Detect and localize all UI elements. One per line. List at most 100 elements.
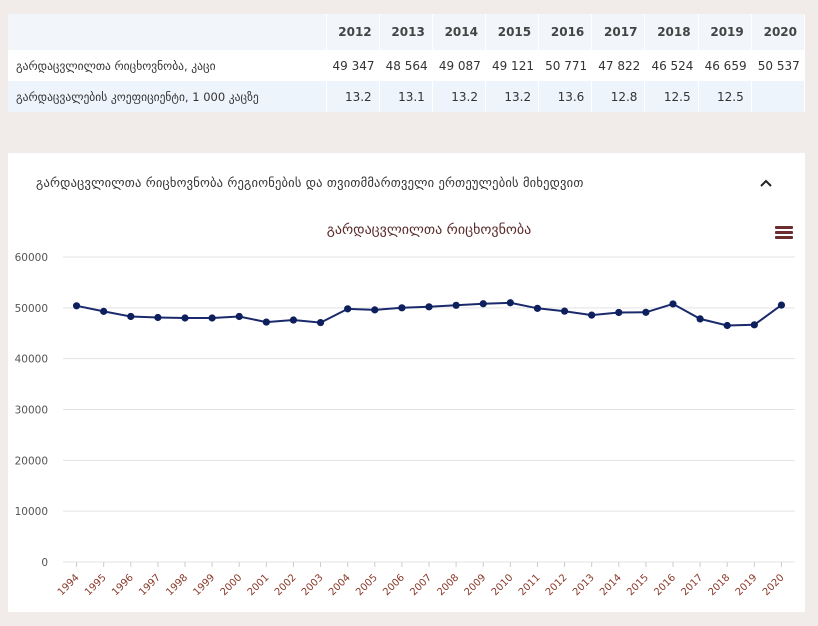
table-cell: 50 537 <box>751 50 806 81</box>
panel-title: გარდაცვლილთა რიცხოვნობა რეგიონების და თვ… <box>36 175 584 190</box>
data-point <box>316 318 325 327</box>
statistics-table: 2012 2013 2014 2015 2016 2017 2018 2019 2020 გარ… <box>8 14 806 112</box>
data-point <box>100 307 108 315</box>
x-tick-label: 2011 <box>517 572 543 598</box>
table-cell: 13.2 <box>326 81 380 112</box>
chart-panel: გარდაცვლილთა რიცხოვნობა რეგიონების და თვ… <box>8 153 805 612</box>
x-tick-label: 2005 <box>354 572 380 598</box>
table-cell: 12.5 <box>644 81 699 112</box>
table-cell: 46 524 <box>644 50 699 81</box>
year-header-2013: 2013 <box>379 14 433 50</box>
data-point <box>262 318 270 326</box>
x-tick-label: 1999 <box>191 572 217 598</box>
x-tick-label: 2015 <box>625 572 651 598</box>
x-tick-label: 1995 <box>83 572 109 598</box>
table-cell: 50 771 <box>538 50 593 81</box>
row-label: გარდაცვლილთა რიცხოვნობა, კაცი <box>8 50 327 81</box>
data-point <box>615 308 623 317</box>
x-tick-label: 2008 <box>435 572 461 598</box>
table-cell <box>751 81 806 112</box>
x-tick-label: 2018 <box>707 572 733 598</box>
x-tick-label: 2007 <box>408 572 434 598</box>
x-tick-label: 2012 <box>544 572 570 598</box>
table-cell: 13.1 <box>379 81 433 112</box>
data-point <box>208 314 216 322</box>
year-header-2018: 2018 <box>644 14 699 50</box>
x-tick-label: 2002 <box>273 572 299 598</box>
data-point <box>72 302 81 310</box>
table-row: გარდაცვალების კოეფიციენტი, 1 000 კაცზე 13… <box>8 81 806 112</box>
y-tick-label: 0 <box>41 557 48 569</box>
data-point <box>452 301 460 309</box>
table-cell: 49 087 <box>432 50 486 81</box>
y-tick-label: 60000 <box>15 252 48 264</box>
year-header-2015: 2015 <box>485 14 540 50</box>
year-header-2020: 2020 <box>751 14 806 50</box>
x-tick-label: 2001 <box>246 572 272 598</box>
x-tick-label: 2019 <box>734 572 760 598</box>
data-point <box>506 299 514 307</box>
x-tick-label: 2009 <box>463 572 489 598</box>
data-point <box>127 312 135 321</box>
data-point <box>289 316 298 324</box>
table-cell: 49 347 <box>326 50 380 81</box>
data-point <box>750 321 758 329</box>
data-point <box>560 307 569 315</box>
x-tick-label: 2010 <box>490 572 516 598</box>
chevron-up-icon[interactable] <box>758 176 774 190</box>
data-point <box>669 300 677 308</box>
data-point <box>154 313 162 322</box>
table-row: გარდაცვლილთა რიცხოვნობა, კაცი 49 347 48 56… <box>8 50 806 81</box>
x-tick-label: 2006 <box>381 572 407 598</box>
data-point <box>371 306 379 314</box>
y-tick-label: 30000 <box>15 405 48 417</box>
y-tick-label: 20000 <box>15 455 48 467</box>
table-cell: 47 822 <box>591 50 646 81</box>
table-cell: 13.6 <box>538 81 593 112</box>
y-tick-label: 40000 <box>15 354 48 366</box>
row-label: გარდაცვალების კოეფიციენტი, 1 000 კაცზე <box>8 81 327 112</box>
data-point <box>344 305 352 313</box>
data-point <box>235 312 243 321</box>
x-tick-label: 2004 <box>327 572 353 598</box>
data-point <box>696 315 704 323</box>
x-tick-label: 2000 <box>219 572 245 598</box>
data-point <box>181 314 189 322</box>
year-header-2014: 2014 <box>432 14 486 50</box>
data-point <box>398 304 406 312</box>
table-cell: 49 121 <box>485 50 540 81</box>
x-tick-label: 1994 <box>56 572 82 598</box>
data-point <box>533 304 542 312</box>
x-tick-label: 2020 <box>761 572 787 598</box>
y-tick-label: 50000 <box>15 303 48 315</box>
table-cell: 13.2 <box>432 81 486 112</box>
x-tick-label: 2017 <box>679 572 705 598</box>
x-tick-label: 1998 <box>164 572 190 598</box>
data-point <box>642 308 650 316</box>
hamburger-menu-icon[interactable] <box>775 226 793 240</box>
data-point <box>777 301 786 309</box>
table-corner-cell <box>8 14 327 50</box>
year-header-2019: 2019 <box>698 14 752 50</box>
x-tick-label: 2014 <box>598 572 624 598</box>
x-tick-label: 1997 <box>137 572 163 598</box>
year-header-2017: 2017 <box>591 14 646 50</box>
y-tick-label: 10000 <box>15 506 48 518</box>
data-point <box>588 311 596 319</box>
table-header-row: 2012 2013 2014 2015 2016 2017 2018 2019 2020 <box>8 14 806 50</box>
table-cell: 12.8 <box>591 81 646 112</box>
data-point <box>723 321 731 330</box>
table-cell: 13.2 <box>485 81 540 112</box>
x-tick-label: 1996 <box>110 572 136 598</box>
data-point <box>425 303 433 311</box>
year-header-2012: 2012 <box>326 14 380 50</box>
table-cell: 12.5 <box>698 81 752 112</box>
x-tick-label: 2016 <box>652 572 678 598</box>
table-cell: 46 659 <box>698 50 752 81</box>
data-point <box>479 300 487 308</box>
year-header-2016: 2016 <box>538 14 593 50</box>
x-tick-label: 2003 <box>300 572 326 598</box>
x-tick-label: 2013 <box>571 572 597 598</box>
table-cell: 48 564 <box>379 50 433 81</box>
